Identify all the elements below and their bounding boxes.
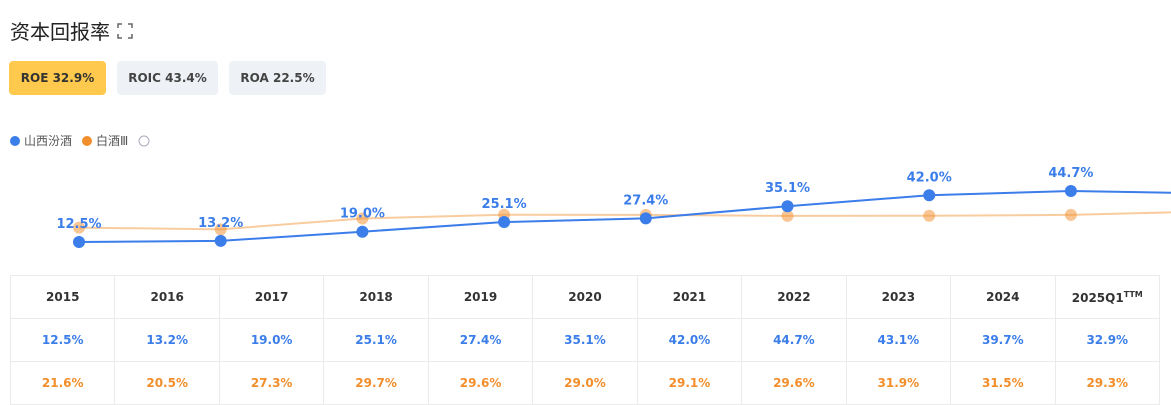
period: 2017: [254, 290, 289, 304]
header-cell: 2021: [636, 275, 743, 319]
header-row: 2015 2016 2017 2018 2019 2020 2021 2022 2023 2024…: [9, 275, 1161, 319]
data-point: [1064, 185, 1077, 197]
legend-item[interactable]: 山西汾酒: [10, 132, 72, 149]
data-point: [923, 189, 936, 202]
tab[interactable]: ROIC 43.4%: [117, 61, 218, 95]
value-cell: 20.5%: [114, 361, 220, 405]
icon-circle: [138, 135, 150, 146]
header-cell: 2017: [218, 275, 325, 319]
legend-label: 山西汾酒: [24, 134, 73, 148]
tab[interactable]: ROE 32.9%: [9, 61, 106, 95]
header-cell: 2020: [532, 275, 638, 319]
value-cell: 29.0%: [532, 361, 638, 405]
legend-dot: [10, 136, 20, 146]
data-point: [73, 221, 85, 234]
data-label: 25.1%: [482, 197, 527, 212]
header-cell: 2022: [741, 275, 847, 319]
legend: 山西汾酒 白酒Ⅲ: [10, 132, 150, 149]
period: 2022: [777, 290, 811, 304]
data-label: 35.1%: [765, 181, 810, 196]
period: 2025Q1: [1071, 290, 1124, 305]
data-label: 44.7%: [1048, 166, 1093, 181]
chart: 12.5% 13.2% 19.0% 25.1% 27.4% 35.1% 42.0% 44.7%…: [56, 166, 1171, 248]
header-cell: 2018: [323, 275, 429, 319]
period: 2020: [568, 290, 602, 304]
tab[interactable]: ROA 22.5%: [229, 61, 326, 95]
title: 资本回报率: [10, 16, 134, 45]
header-cell: 2024: [950, 275, 1056, 319]
header-cell: 2023: [845, 275, 952, 319]
data-point: [356, 212, 369, 225]
value-cell: 27.4%: [427, 318, 534, 362]
data-point: [214, 234, 227, 247]
value-cell: 29.6%: [741, 361, 847, 405]
period: 2016: [150, 290, 184, 304]
value-cell: 19.0%: [218, 318, 325, 362]
data-label: 13.2%: [198, 216, 243, 231]
value-cell: 39.7%: [950, 318, 1056, 362]
data-point: [639, 212, 652, 225]
header-cell: 2015: [9, 275, 116, 319]
period: 2021: [672, 290, 707, 304]
value-cell: 29.1%: [636, 361, 743, 405]
period: 2023: [881, 290, 916, 304]
data-label: 27.4%: [623, 193, 668, 208]
value-cell: 25.1%: [323, 318, 429, 362]
legend-dot: [82, 136, 93, 146]
header-cell: 2016: [114, 275, 220, 319]
value-cell: 31.9%: [845, 361, 952, 405]
legend-item[interactable]: 白酒Ⅲ: [82, 132, 128, 149]
period: 2015: [46, 290, 80, 304]
title-text: 资本回报率: [10, 20, 110, 44]
value-cell: 43.1%: [845, 318, 952, 362]
data-label: 42.0%: [907, 170, 952, 185]
value-row: 21.6% 20.5% 27.3% 29.7% 29.6% 29.0% 29.1% 29.6%…: [9, 361, 1161, 405]
data-point: [214, 223, 227, 236]
value-cell: 13.2%: [114, 318, 220, 362]
data-point: [923, 209, 936, 222]
value-row: 12.5% 13.2% 19.0% 25.1% 27.4% 35.1% 42.0% 44.7%…: [9, 318, 1161, 362]
value-cell: 35.1%: [532, 318, 638, 362]
value-cell: 27.3%: [218, 361, 325, 405]
data-point: [1064, 208, 1077, 221]
expand-icon[interactable]: [116, 22, 134, 40]
legend-icon: [138, 135, 150, 146]
data-label: 19.0%: [340, 207, 385, 222]
data-point: [356, 225, 369, 238]
period: 2018: [359, 290, 393, 304]
value-cell: 42.0%: [636, 318, 743, 362]
period: 2019: [463, 290, 498, 304]
data-point: [781, 209, 794, 222]
data-table: 2015 2016 2017 2018 2019 2020 2021 2022 2023 2024…: [9, 275, 1161, 405]
value-cell: 29.7%: [323, 361, 429, 405]
header-cell: 2019: [427, 275, 534, 319]
data-point: [498, 216, 511, 229]
value-cell: 29.3%: [1054, 361, 1161, 405]
period-note: TTM: [1123, 289, 1143, 299]
value-cell: 29.6%: [427, 361, 534, 405]
legend-label: 白酒Ⅲ: [96, 134, 129, 148]
data-label: 12.5%: [56, 217, 101, 232]
value-cell: 12.5%: [9, 318, 116, 362]
header-cell: 2025Q1TTM: [1054, 275, 1161, 319]
value-cell: 21.6%: [9, 361, 116, 405]
data-point: [73, 236, 85, 248]
period: 2024: [986, 290, 1020, 304]
value-cell: 31.5%: [950, 361, 1056, 405]
data-point: [781, 200, 794, 213]
value-cell: 32.9%: [1054, 318, 1161, 362]
value-cell: 44.7%: [741, 318, 847, 362]
